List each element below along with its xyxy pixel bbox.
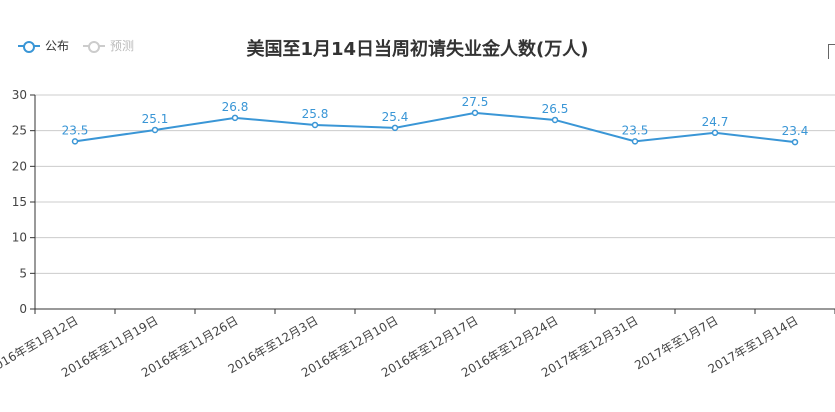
data-point [311,121,319,129]
grid-lines [35,94,835,274]
legend-item-published[interactable]: 公布 [18,37,69,54]
y-tick-label: 30 [12,88,27,102]
y-tick-label: 20 [12,159,27,173]
y-tick-label: 5 [19,266,27,280]
y-tick-label: 25 [12,124,27,138]
data-label: 25.4 [382,110,409,124]
legend-label: 预测 [110,39,135,53]
data-label: 23.4 [782,124,809,138]
data-point [71,138,79,145]
toolbox-icon[interactable] [828,44,835,59]
data-point [711,129,719,137]
x-axis-ticks: 2016年至1月12日2016年至11月19日2016年至11月26日2016年… [0,309,835,380]
y-tick-label: 15 [12,195,27,209]
x-tick-label: 2017年至1月14日 [706,313,801,376]
data-point [151,126,159,134]
legend: 公布 预测 [18,37,148,54]
legend-line-marker-icon [83,40,106,53]
y-axis-ticks: 0 5 10 15 20 25 30 [12,88,35,316]
chart-title: 美国至1月14日当周初请失业金人数(万人) [246,39,589,60]
data-point [631,138,639,145]
data-label: 25.8 [302,107,329,121]
legend-label: 公布 [45,39,70,53]
data-point [471,109,479,117]
series-line [74,111,796,144]
data-label: 26.5 [542,102,569,116]
legend-line-marker-icon [18,40,40,53]
data-label: 25.1 [142,112,169,126]
data-point [391,124,399,132]
data-label: 27.5 [462,95,489,109]
data-point [791,138,799,146]
data-label: 23.5 [62,123,89,137]
series-layer [71,109,799,146]
y-tick-label: 0 [19,302,27,316]
y-tick-label: 10 [12,231,27,245]
legend-item-forecast[interactable]: 预测 [83,37,134,54]
data-point [551,116,559,124]
data-point [231,114,239,122]
data-labels: 23.5 25.1 26.8 25.8 25.4 27.5 26.5 23.5 24.7 23.4 [62,95,809,138]
data-label: 24.7 [702,115,729,129]
data-label: 26.8 [222,100,249,114]
data-label: 23.5 [622,123,649,137]
